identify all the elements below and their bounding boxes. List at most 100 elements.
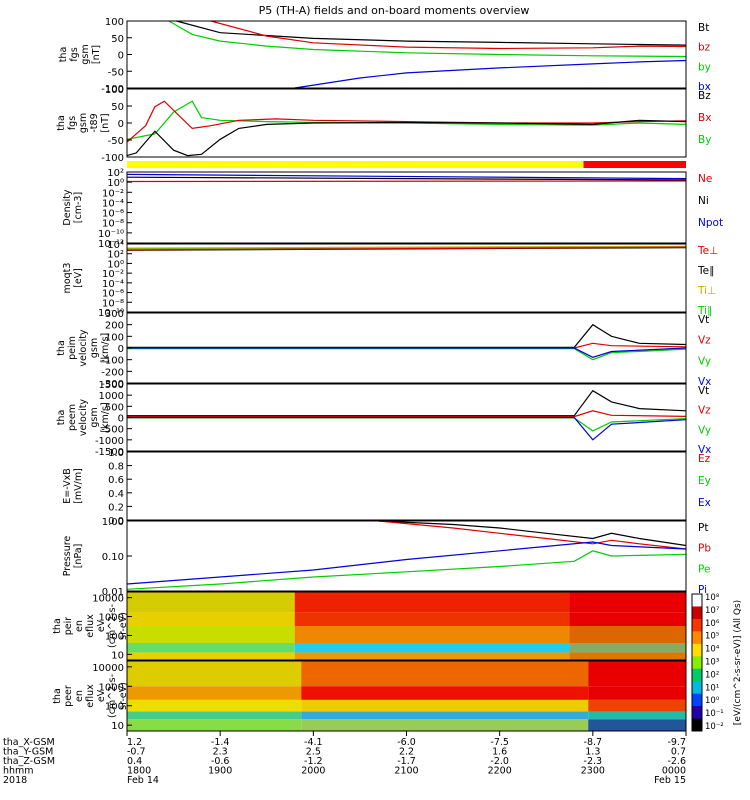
peim-velocity-ylabel-4: [km/s] xyxy=(100,333,111,363)
temperature-axes-box xyxy=(126,243,687,313)
temperature-ytick-label-7: 10⁻¹⁰ xyxy=(98,308,124,319)
fgs-gsm-ytick-label-1: 50 xyxy=(111,34,124,45)
xtick-label-0-6: -9.7 xyxy=(667,737,686,748)
efield-ytick-label-3: 0.4 xyxy=(108,489,124,500)
peem-velocity-ylabel-1: peem xyxy=(67,404,78,431)
temperature-ylabel-1: [eV] xyxy=(73,268,84,288)
density-ytick-label-7: 10⁻¹² xyxy=(98,239,124,250)
colorbar-tick-8: 10⁰ xyxy=(705,696,720,706)
peer-spectrogram-band-3-1 xyxy=(301,711,589,720)
pressure-ytick-label-0: 1.00 xyxy=(102,517,124,528)
fgs-gsm-ts-legend-By: By xyxy=(698,134,711,146)
efield-legend-Ex: Ex xyxy=(698,497,711,509)
fgs-gsm-ts-ylabel-2: gsm xyxy=(78,113,89,133)
fgs-gsm-ts-legend-Bx: Bx xyxy=(698,112,711,124)
fgs-gsm-ytick-label-2: 0 xyxy=(118,51,124,62)
pressure-legend-Pe: Pe xyxy=(698,563,710,575)
peim-velocity-ylabel-0: tha xyxy=(56,340,67,356)
pressure-ylabel-0: Pressure xyxy=(62,536,73,577)
peir-spectrogram-band-0-1 xyxy=(294,592,570,613)
pressure-legend-Pi: Pi xyxy=(698,584,707,596)
pressure-ytick-label-1: 0.10 xyxy=(102,552,124,563)
xtick-label-3-2: 2000 xyxy=(301,766,325,777)
peer-spectrogram-band-2-2 xyxy=(588,699,686,712)
xtick-label-3-1: 1900 xyxy=(208,766,232,777)
fgs-gsm-legend-bx: bx xyxy=(698,81,711,93)
peer-spectrogram-ylabel-1: peer xyxy=(63,685,74,707)
xtick-label-3-5: 2300 xyxy=(581,766,605,777)
peem-velocity-ylabel-4: [km/s] xyxy=(100,402,111,432)
mode-bar-slow xyxy=(127,161,584,168)
peem-velocity-series-Vz xyxy=(127,410,687,418)
peir-spectrogram-band-4-1 xyxy=(294,652,570,660)
fgs-gsm-series-bx xyxy=(294,59,687,89)
temperature-legend-Te∥: Te∥ xyxy=(697,265,714,277)
fgs-gsm-ts-series-By xyxy=(126,100,687,140)
peer-spectrogram-band-3-2 xyxy=(588,711,686,720)
xtick-label-1-5: 1.3 xyxy=(585,747,600,758)
colorbar-segment-0 xyxy=(692,594,702,607)
peem-velocity-legend-Vt: Vt xyxy=(698,385,709,397)
xtick-label-1-4: 1.6 xyxy=(492,747,507,758)
efield-ytick-label-2: 0.6 xyxy=(108,475,124,486)
peim-velocity-legend-Vz: Vz xyxy=(698,335,711,347)
colorbar-tick-0: 10⁸ xyxy=(705,593,720,603)
peem-velocity-series-Vx xyxy=(127,416,687,441)
fgs-gsm-ytick-label-3: -50 xyxy=(108,67,124,78)
peim-velocity-ytick-label-5: -200 xyxy=(101,367,124,378)
colorbar-tick-3: 10⁵ xyxy=(705,632,719,642)
peim-velocity-ytick-label-0: 300 xyxy=(105,309,124,320)
density-ytick-label-3: 10⁻⁴ xyxy=(102,198,124,209)
colorbar-segment-1 xyxy=(692,606,702,620)
density-series-Npot xyxy=(126,173,687,180)
peir-spectrogram-band-3-0 xyxy=(127,643,295,653)
peem-velocity-ytick-label-2: 500 xyxy=(105,402,124,413)
peir-spectrogram-ytick-label-3: 10 xyxy=(111,650,124,661)
density-ytick-label-6: 10⁻¹⁰ xyxy=(98,229,124,240)
colorbar-tick-6: 10² xyxy=(705,670,719,680)
fgs-gsm-ts-ytick-label-2: 0 xyxy=(118,119,124,130)
colorbar-segment-5 xyxy=(692,656,702,670)
peem-velocity-ylabel-2: velocity xyxy=(78,399,89,437)
peir-spectrogram-ylabel-4: eV xyxy=(96,619,107,632)
efield-ytick-label-0: 1.0 xyxy=(108,448,124,459)
fgs-gsm-ylabel-3: [nT] xyxy=(91,45,102,64)
temperature-legend-Te⊥: Te⊥ xyxy=(697,245,718,257)
colorbar-segment-6 xyxy=(692,668,702,682)
peir-spectrogram-band-3-1 xyxy=(294,643,570,653)
peem-velocity-legend-Vz: Vz xyxy=(698,405,711,417)
colorbar-segment-7 xyxy=(692,681,702,695)
fgs-gsm-ts-ylabel-0: tha xyxy=(56,115,67,131)
xtick-label-4-6: Feb 15 xyxy=(654,775,686,786)
peim-velocity-series-Vx xyxy=(127,347,687,358)
xtick-label-1-2: 2.5 xyxy=(306,747,321,758)
peer-spectrogram-ylabel-3: eflux xyxy=(85,684,96,708)
xtick-label-3-6: 0000 xyxy=(662,766,686,777)
density-legend-Npot: Npot xyxy=(698,217,723,229)
peir-spectrogram-band-0-0 xyxy=(127,592,295,613)
colorbar-segment-4 xyxy=(692,643,702,657)
peer-spectrogram-band-1-2 xyxy=(588,686,686,700)
xrow-label-1: tha_Y-GSM xyxy=(3,747,53,758)
peir-spectrogram-band-2-1 xyxy=(294,626,570,643)
efield-ylabel-0: E=-VxB xyxy=(62,468,73,503)
temperature-ytick-label-1: 10² xyxy=(107,250,124,261)
fgs-gsm-ts-legend-Bz: Bz xyxy=(698,90,711,102)
colorbar-box xyxy=(691,593,703,732)
temperature-ytick-label-3: 10⁻² xyxy=(102,269,124,280)
fgs-gsm-series-Bt xyxy=(176,20,687,46)
peim-velocity-ylabel-2: velocity xyxy=(78,329,89,367)
peim-velocity-ytick-label-6: -300 xyxy=(101,379,124,390)
pressure-legend-Pb: Pb xyxy=(698,543,711,555)
peim-velocity-legend-Vy: Vy xyxy=(698,355,711,367)
pressure-series-Pi xyxy=(126,541,687,585)
xtick-label-2-4: -2.0 xyxy=(490,756,509,767)
fgs-gsm-ts-ylabel-3: -t89 xyxy=(89,113,100,132)
chart-title: P5 (TH-A) fields and on-board moments ov… xyxy=(259,4,530,17)
colorbar-tick-1: 10⁷ xyxy=(705,606,720,616)
peir-spectrogram-band-2-0 xyxy=(127,626,295,643)
peir-spectrogram-ylabel-5: (cm^2-s- xyxy=(107,604,118,648)
peim-velocity-series-Vt xyxy=(127,323,687,348)
temperature-series-Te⊥ xyxy=(126,246,687,251)
